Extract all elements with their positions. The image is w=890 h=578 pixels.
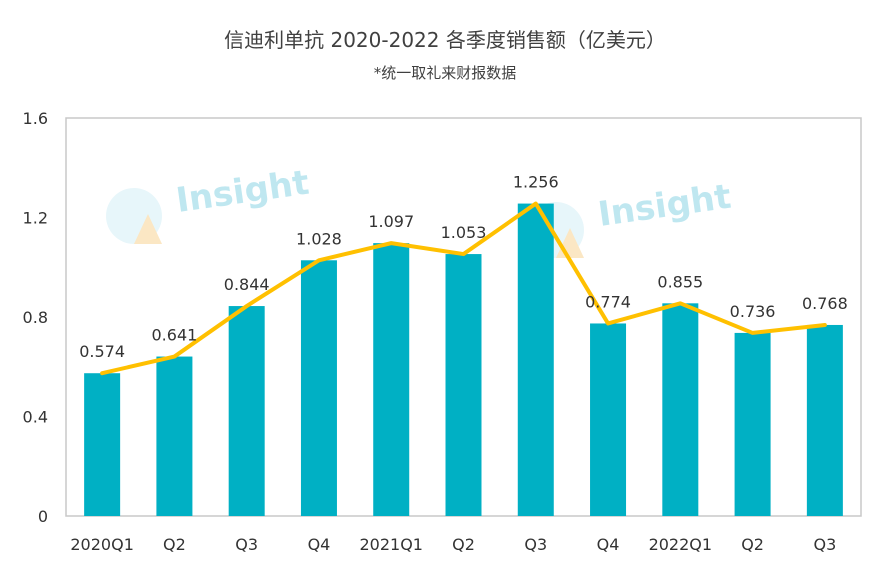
data-label: 0.574 (79, 342, 125, 361)
x-tick-label: Q4 (597, 535, 620, 554)
data-labels: 0.574 0.641 0.844 1.028 1.097 1.053 1.256 0.774… (79, 173, 848, 362)
y-tick-label: 1.2 (23, 209, 48, 228)
data-label: 0.774 (585, 292, 631, 311)
x-tick-label: Q4 (308, 535, 331, 554)
x-tick-label: 2020Q1 (70, 535, 134, 554)
bar (734, 332, 771, 516)
data-label: 1.256 (513, 173, 559, 192)
data-label: 1.053 (441, 223, 487, 242)
trend-line (100, 201, 827, 376)
bar (300, 260, 337, 516)
x-tick-label: Q3 (524, 535, 547, 554)
x-tick-label: Q3 (813, 535, 836, 554)
watermark-text: Insight (174, 163, 312, 221)
x-tick-label: Q2 (741, 535, 764, 554)
watermark-triangle (134, 214, 162, 244)
x-tick-label: Q2 (452, 535, 475, 554)
bar (84, 373, 121, 516)
chart-subtitle: *统一取礼来财报数据 (373, 64, 517, 82)
bar (806, 324, 843, 516)
x-tick-label: Q2 (163, 535, 186, 554)
watermark-logo: Insight (106, 163, 311, 244)
y-tick-label: 0.8 (23, 308, 48, 327)
data-label: 0.844 (224, 275, 270, 294)
watermark-text: Insight (596, 177, 734, 235)
bars (84, 203, 843, 516)
bar (156, 356, 193, 516)
data-label: 1.028 (296, 229, 342, 248)
bar (662, 303, 699, 516)
data-label: 0.768 (802, 294, 848, 313)
bar (445, 254, 482, 516)
watermark-logo: Insight (528, 177, 733, 258)
bar (517, 203, 554, 516)
y-tick-label: 0 (38, 507, 48, 526)
watermarks: Insight Insight (106, 163, 733, 258)
x-axis: 2020Q1 Q2 Q3 Q4 2021Q1 Q2 Q3 Q4 2022Q1 Q2 Q3 (70, 535, 836, 554)
bar (373, 243, 410, 516)
bar (228, 306, 265, 516)
bar (590, 323, 627, 516)
y-tick-label: 1.6 (23, 109, 48, 128)
data-label: 0.855 (657, 272, 703, 291)
x-tick-label: 2022Q1 (649, 535, 713, 554)
chart-title: 信迪利单抗 2020-2022 各季度销售额（亿美元） (224, 28, 666, 52)
y-tick-label: 0.4 (23, 408, 48, 427)
x-tick-label: 2021Q1 (359, 535, 423, 554)
data-label: 0.641 (152, 326, 198, 345)
data-label: 0.736 (730, 302, 776, 321)
data-label: 1.097 (368, 212, 414, 231)
y-axis: 0 0.4 0.8 1.2 1.6 (23, 109, 48, 526)
x-tick-label: Q3 (235, 535, 258, 554)
